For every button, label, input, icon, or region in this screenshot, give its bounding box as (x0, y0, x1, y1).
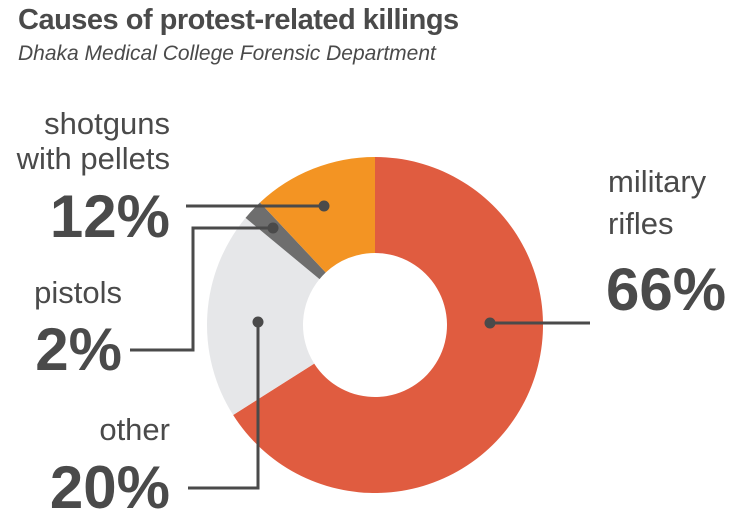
slice-value-military-rifles: 66% (606, 256, 726, 323)
leader-line-other (188, 322, 260, 490)
slice-value-pistols: 2% (35, 316, 122, 383)
leader-dot-other (252, 316, 264, 328)
leader-dot-military-rifles (484, 317, 496, 329)
chart-subtitle: Dhaka Medical College Forensic Departmen… (18, 42, 436, 65)
slice-label-shotguns-with-pellets: shotguns (44, 106, 170, 141)
slice-label-pistols: pistols (34, 275, 122, 310)
slice-military-rifles (233, 157, 544, 494)
chart-title: Causes of protest-related killings (18, 4, 459, 36)
slice-label-shotguns-with-pellets: with pellets (16, 141, 170, 176)
slice-label-military-rifles: military (608, 164, 707, 199)
slice-label-other: other (99, 412, 170, 447)
leader-dot-shotguns-with-pellets (318, 200, 330, 212)
leader-dot-pistols (267, 222, 279, 234)
slice-value-other: 20% (50, 454, 170, 521)
slice-pistols (245, 202, 326, 280)
leader-line-pistols (130, 226, 273, 352)
slice-label-military-rifles: rifles (608, 206, 673, 241)
slice-other (207, 217, 320, 416)
slice-shotguns-with-pellets (259, 157, 375, 273)
slice-value-shotguns-with-pellets: 12% (50, 183, 170, 250)
